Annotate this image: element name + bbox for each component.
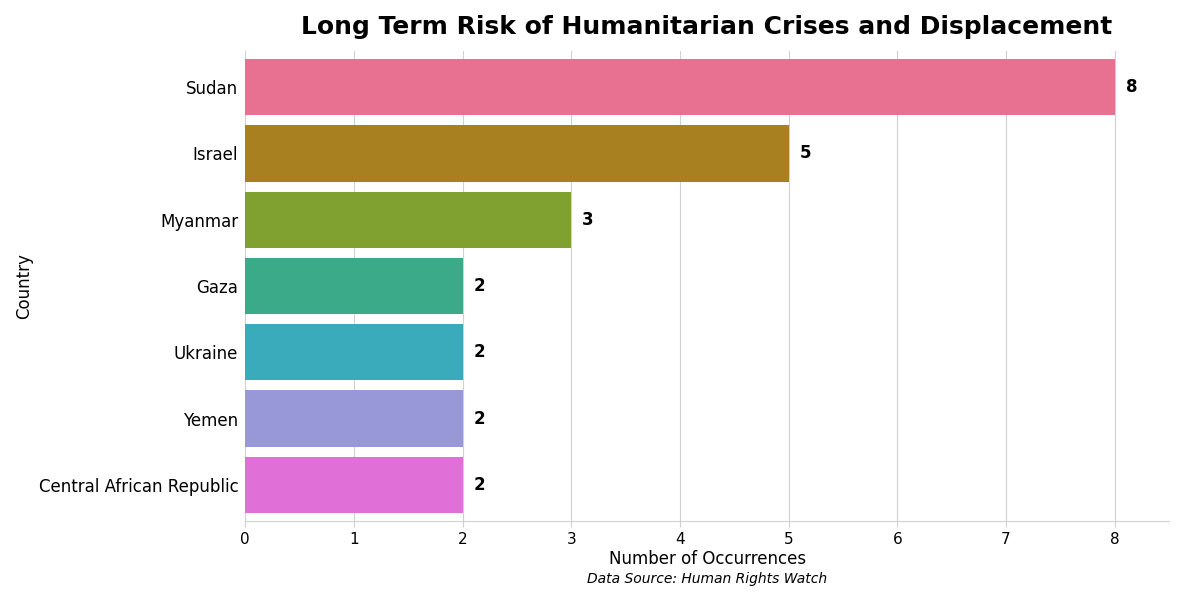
- Text: 8: 8: [1126, 78, 1137, 96]
- Text: 2: 2: [474, 277, 485, 295]
- Text: 5: 5: [799, 145, 811, 162]
- Title: Long Term Risk of Humanitarian Crises and Displacement: Long Term Risk of Humanitarian Crises an…: [302, 15, 1113, 39]
- Bar: [245, 125, 789, 181]
- Text: 2: 2: [474, 476, 485, 494]
- Bar: [245, 390, 463, 447]
- Bar: [245, 191, 571, 248]
- Y-axis label: Country: Country: [15, 253, 33, 319]
- Text: 2: 2: [474, 343, 485, 361]
- Bar: [245, 59, 1114, 115]
- Text: Data Source: Human Rights Watch: Data Source: Human Rights Watch: [587, 571, 828, 585]
- X-axis label: Number of Occurrences: Number of Occurrences: [609, 550, 805, 568]
- Bar: [245, 457, 463, 513]
- Bar: [245, 258, 463, 314]
- Bar: [245, 324, 463, 381]
- Text: 2: 2: [474, 409, 485, 428]
- Text: 3: 3: [583, 211, 593, 229]
